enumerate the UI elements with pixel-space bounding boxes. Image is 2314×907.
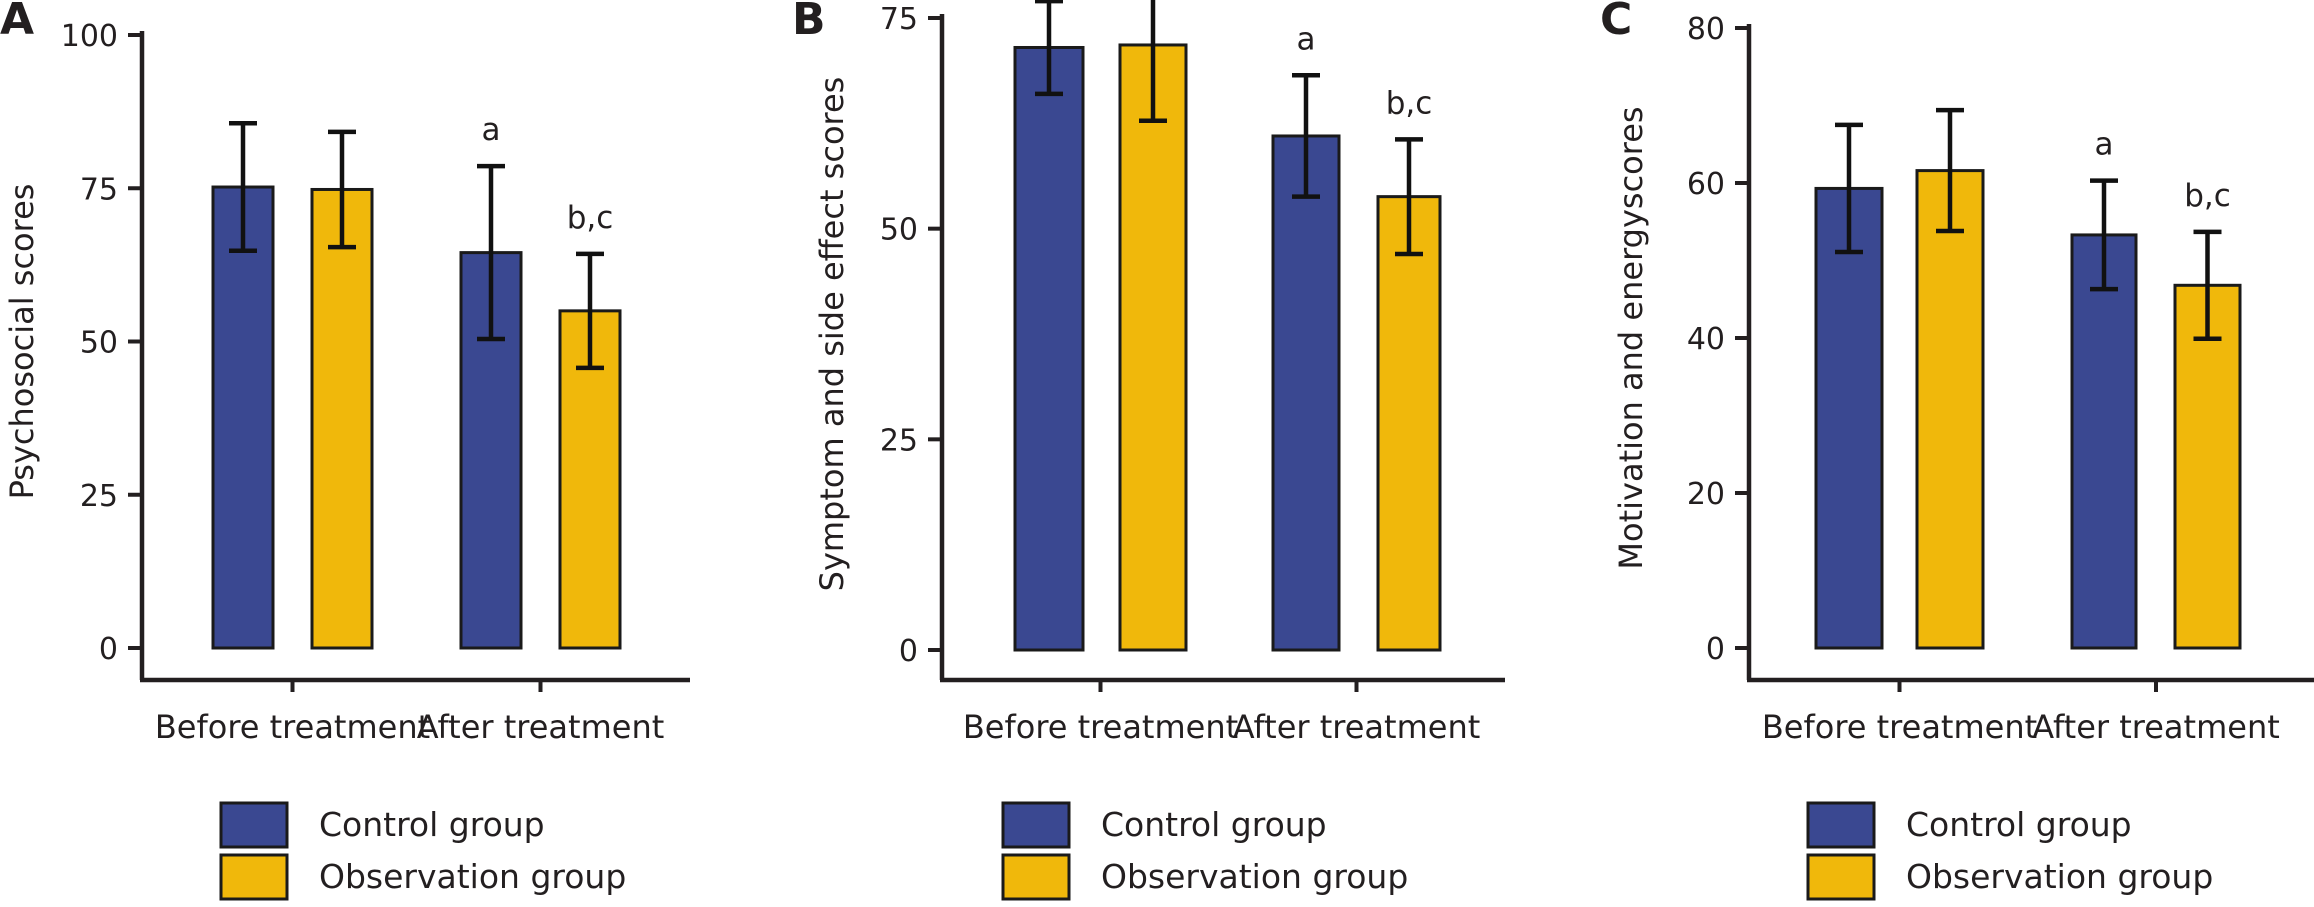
legend-swatch-observation: [219, 853, 289, 901]
y-tick-label: 20: [1687, 477, 1725, 512]
legend-label: Control group: [1101, 805, 1327, 844]
legend-swatch-observation: [1806, 853, 1876, 901]
x-tick-label: Before treatment: [155, 708, 430, 746]
y-tick-label: 100: [61, 19, 118, 54]
panel-letter: A: [0, 0, 34, 45]
legend-swatch-control: [219, 801, 289, 849]
legend-swatch-control: [1806, 801, 1876, 849]
significance-label: b,c: [567, 200, 614, 236]
error-bar: [229, 121, 257, 254]
legend-swatch-observation: [1001, 853, 1071, 901]
legend-label: Observation group: [1906, 857, 2213, 896]
legend-label: Control group: [1906, 805, 2132, 844]
bar-observation: [1118, 43, 1188, 652]
x-tick-label: After treatment: [2032, 708, 2280, 746]
bar-control: [2070, 233, 2138, 650]
legend-label: Control group: [319, 805, 545, 844]
x-tick-label: After treatment: [417, 708, 665, 746]
error-bar: [1936, 107, 1964, 234]
bar-control: [1013, 45, 1085, 652]
error-bar: [576, 251, 604, 371]
legend-label: Observation group: [1101, 857, 1408, 896]
significance-label: a: [2095, 127, 2114, 163]
error-bar: [477, 163, 505, 342]
y-tick-label: 50: [80, 326, 118, 361]
error-bar: [1035, 0, 1063, 97]
error-bar: [1835, 122, 1863, 255]
panel-letter: B: [792, 0, 826, 45]
error-bar: [328, 129, 356, 250]
y-tick-label: 60: [1687, 167, 1725, 202]
y-tick-label: 0: [1706, 632, 1725, 667]
error-bar: [1139, 0, 1167, 124]
error-bar: [2090, 178, 2118, 292]
y-tick-label: 75: [80, 172, 118, 207]
significance-label: a: [482, 112, 501, 148]
y-axis-title: Symptom and side effect scores: [813, 77, 851, 592]
y-tick-label: 25: [80, 479, 118, 514]
x-tick-label: After treatment: [1233, 708, 1481, 746]
significance-label: b,c: [1386, 85, 1433, 121]
legend-label: Observation group: [319, 857, 626, 896]
bar-control: [1271, 134, 1341, 652]
bar-observation: [310, 187, 374, 650]
x-tick-label: Before treatment: [1762, 708, 2037, 746]
error-bar: [1292, 73, 1320, 199]
bar-observation: [1915, 169, 1985, 650]
bar-control: [1814, 186, 1884, 650]
y-axis-title: Psychosocial scores: [3, 184, 41, 500]
y-tick-label: 0: [899, 634, 918, 669]
y-tick-label: 80: [1687, 12, 1725, 47]
bar-observation: [1376, 195, 1442, 652]
y-axis-title: Motivation and energyscores: [1612, 106, 1650, 569]
legend-swatch-control: [1001, 801, 1071, 849]
y-tick-label: 40: [1687, 322, 1725, 357]
error-bar: [1395, 137, 1423, 257]
x-tick-label: Before treatment: [963, 708, 1238, 746]
y-tick-label: 0: [99, 632, 118, 667]
error-bar: [2193, 229, 2222, 342]
y-tick-label: 75: [880, 2, 918, 37]
significance-label: b,c: [2184, 178, 2231, 214]
significance-label: a: [1297, 21, 1316, 57]
bar-control: [211, 185, 275, 650]
y-tick-label: 25: [880, 423, 918, 458]
panel-letter: C: [1600, 0, 1632, 45]
y-tick-label: 50: [880, 213, 918, 248]
